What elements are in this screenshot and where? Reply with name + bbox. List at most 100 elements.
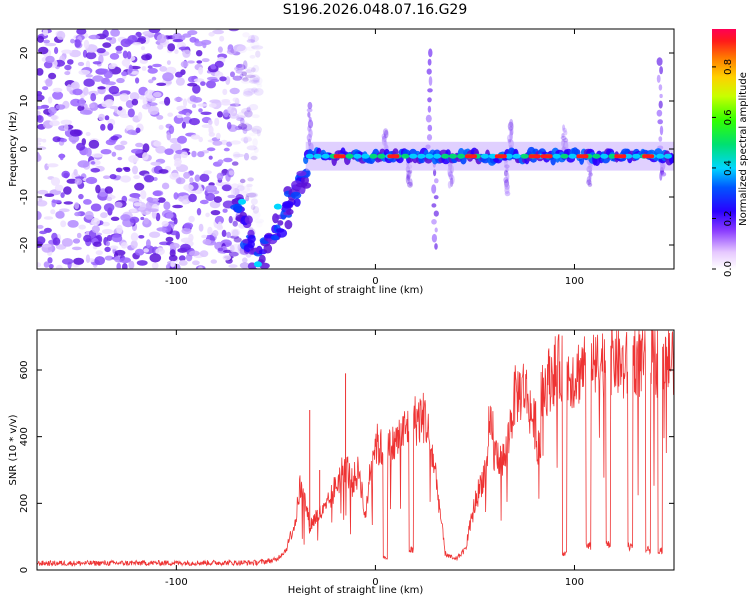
spectrogram-noise-blob [229, 244, 235, 253]
spectrogram-noise-blob [220, 100, 231, 106]
snr-xtick-label: 100 [565, 577, 584, 588]
spectrogram-streak-blob [307, 119, 314, 129]
spectrogram-noise-blob [168, 254, 178, 262]
spectrogram-noise-blob [37, 115, 44, 123]
spectrogram-noise-blob [207, 226, 213, 236]
spectrogram-noise-blob [129, 216, 140, 224]
spectrogram-noise-blob [120, 38, 132, 48]
spectrogram-streak-blob [587, 182, 593, 187]
spectrogram-noise-blob [246, 183, 253, 188]
spectrogram-noise-blob [111, 234, 123, 243]
spectrogram-noise-blob [238, 111, 249, 118]
spectrogram-noise-blob [37, 142, 42, 146]
signal-band-peak [528, 154, 541, 159]
spectrogram-noise-blob [127, 108, 135, 118]
spectrogram-noise-blob [232, 75, 243, 81]
spectrogram-noise-blob [239, 185, 251, 193]
spectrogram-noise-blob [140, 46, 146, 51]
spectrogram-noise-blob [181, 227, 192, 235]
snr-ytick-label: 600 [19, 360, 30, 379]
spectrogram-noise-blob [153, 91, 162, 98]
spectrogram-noise-blob [63, 201, 74, 205]
spectrogram-noise-blob [136, 260, 148, 266]
spectrogram-noise-blob [246, 106, 251, 113]
signal-band-core [409, 153, 418, 159]
spectrogram-noise-blob [94, 256, 105, 266]
spectrogram-noise-blob [109, 53, 120, 60]
spectrogram-noise-blob [182, 200, 188, 205]
spectrogram-noise-blob [70, 98, 82, 107]
spectrogram-noise-blob [50, 115, 59, 120]
spectrogram-noise-blob [192, 96, 203, 103]
spectrogram-noise-blob [255, 50, 261, 58]
spectrogram-streak-blob [426, 134, 433, 141]
spectrogram-noise-blob [61, 170, 70, 178]
signal-band-peak [387, 154, 400, 159]
spectrogram-noise-blob [60, 192, 65, 199]
spectrogram-noise-blob [88, 34, 101, 40]
spectrogram-noise-blob [169, 172, 180, 180]
spectrogram-noise-blob [226, 121, 232, 130]
spectrogram-noise-blob [240, 123, 253, 132]
spectrogram-noise-blob [77, 105, 85, 112]
spectrogram-noise-blob [242, 90, 253, 97]
spectrogram-noise-blob [96, 48, 106, 54]
signal-band-peak [540, 154, 553, 159]
spectrogram-noise-blob [229, 87, 240, 95]
spectrogram-noise-blob [147, 102, 158, 107]
spectrogram-noise-blob [164, 148, 174, 155]
spectrogram-noise-blob [107, 123, 114, 131]
spectrogram-noise-blob [78, 193, 84, 200]
spectrogram-noise-blob [122, 50, 128, 59]
spectrogram-noise-blob [91, 225, 100, 233]
spectrogram-noise-blob [242, 121, 249, 126]
spectrogram-noise-blob [117, 156, 123, 161]
spectrogram-noise-blob [235, 69, 243, 74]
spectrogram-noise-blob [37, 137, 43, 143]
spectrogram-noise-blob [247, 88, 260, 94]
spectrogram-noise-blob [56, 30, 66, 40]
spectrogram-branch-hot [253, 261, 262, 268]
spectrogram-noise-blob [39, 230, 48, 235]
spectrogram-noise-blob [167, 112, 174, 117]
spectrogram-noise-blob [37, 211, 42, 220]
spectrogram-noise-blob [85, 74, 94, 78]
spectrogram-noise-blob [116, 77, 125, 84]
spectrogram-ytick-label: -20 [19, 237, 30, 253]
spectrogram-noise-blob [120, 214, 131, 222]
spectrogram-noise-blob [85, 51, 97, 60]
spectrogram-noise-blob [93, 241, 102, 247]
spectrogram-noise-blob [239, 262, 250, 269]
spectrogram-noise-blob [74, 202, 80, 210]
spectrogram-streak-blob [562, 124, 566, 131]
spectrogram-streak-blob [433, 195, 439, 200]
spectrogram-noise-blob [206, 147, 216, 152]
signal-band-core [600, 153, 609, 159]
spectrogram-noise-blob [217, 111, 223, 118]
spectrogram-streak-blob [434, 227, 438, 233]
spectrogram-noise-blob [156, 227, 167, 232]
signal-band-core [369, 153, 378, 159]
spectrogram-noise-blob [110, 216, 120, 221]
spectrogram-noise-blob [228, 29, 239, 32]
spectrogram-noise-blob [141, 54, 151, 61]
spectrogram-streak-blob [433, 210, 439, 217]
spectrogram-streak-blob [658, 84, 663, 91]
spectrogram-streak-blob [447, 171, 453, 178]
signal-band-core [592, 153, 601, 159]
spectrogram-noise-blob [103, 203, 115, 212]
spectrogram-noise-blob [172, 39, 184, 43]
spectrogram-noise-blob [71, 246, 82, 251]
spectrogram-noise-blob [89, 103, 95, 109]
spectrogram-noise-blob [191, 150, 197, 158]
spectrogram-noise-blob [228, 215, 233, 224]
spectrogram-noise-blob [105, 139, 116, 146]
spectrogram-streak-blob [406, 173, 411, 181]
spectrogram-noise-blob [37, 152, 41, 162]
spectrogram-noise-blob [103, 70, 113, 79]
spectrogram-noise-region [37, 29, 265, 269]
spectrogram-noise-blob [91, 153, 104, 158]
spectrogram-noise-blob [60, 119, 73, 126]
spectrogram-streak-blob [426, 68, 432, 75]
spectrogram-noise-blob [156, 34, 167, 44]
